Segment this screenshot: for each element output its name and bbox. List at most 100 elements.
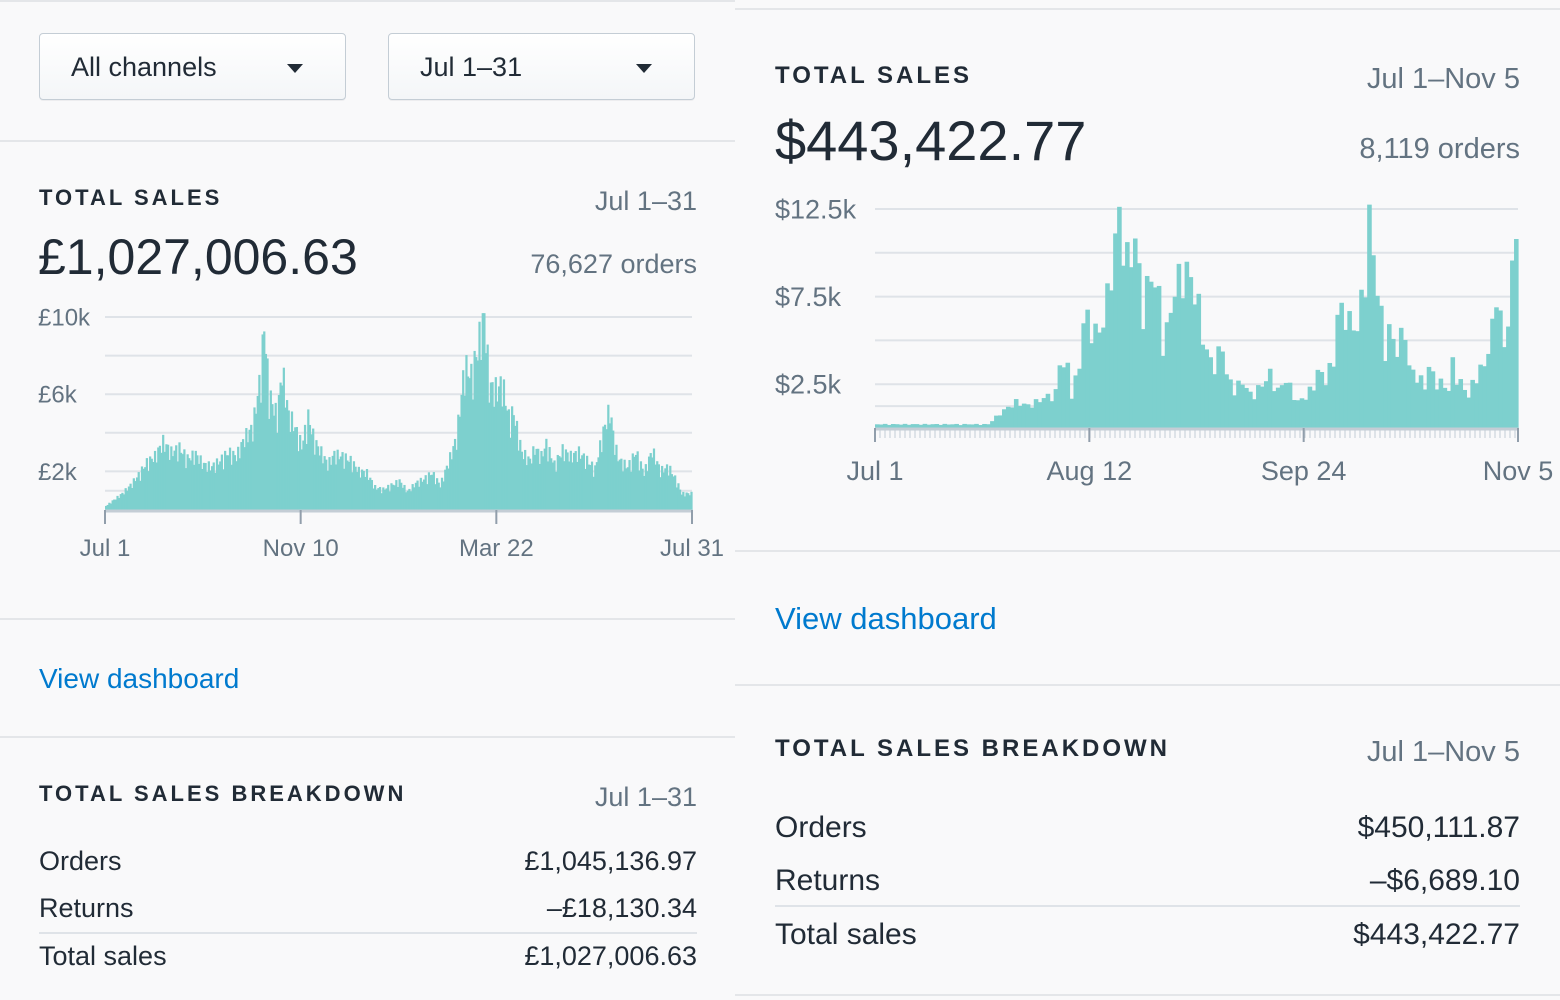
bar [294,427,297,510]
bar [349,455,352,510]
bar [473,350,476,510]
bar [1260,386,1265,428]
bar [966,424,971,428]
bar [1343,329,1348,428]
bar [1172,296,1178,428]
bar [396,487,400,510]
bar [398,479,401,510]
bar [325,459,328,510]
bar [608,423,612,510]
bar [1279,385,1285,428]
bar [282,367,285,510]
bar [253,407,256,510]
bar [419,477,422,510]
channel-dropdown[interactable]: All channels [39,33,346,100]
bar [347,461,351,510]
bar [462,370,465,510]
bar [468,378,471,510]
bar [607,404,610,510]
bar [432,472,435,510]
bar [131,488,134,510]
bar [1323,385,1329,428]
bar [990,421,995,428]
bar [276,432,279,510]
row-label: Returns [775,864,881,897]
bar [610,417,613,510]
bar [1263,381,1269,428]
bar [197,463,201,510]
bar [616,461,620,510]
view-dashboard-link[interactable]: View dashboard [775,601,997,636]
bar [651,457,654,510]
bar [1462,389,1467,428]
bar [685,492,688,510]
bar [194,450,197,510]
period-dropdown[interactable]: Jul 1–31 [388,33,695,100]
bar [259,402,263,510]
bar [346,460,349,510]
bar [113,499,116,510]
bar [232,450,235,510]
bar [180,452,183,510]
bar [132,478,135,510]
row-label: Total sales [39,941,167,971]
bar [1041,398,1047,428]
bar [193,464,196,510]
bar [475,357,478,510]
x-tick-label: Jul 31 [660,535,724,562]
bar-series [105,313,693,510]
bar [1192,304,1198,428]
bar [354,466,357,510]
bar [359,477,362,510]
bar [1510,260,1515,428]
bar [1244,387,1249,428]
bar [1367,204,1372,428]
view-dashboard-link[interactable]: View dashboard [39,663,240,694]
bar [1168,312,1174,428]
bar [370,480,374,510]
divider [0,0,735,2]
bar [483,313,486,510]
bar [1307,386,1313,428]
bar [457,414,460,510]
bar [429,475,432,510]
bar [535,448,538,510]
bar [690,491,693,510]
bar [1359,289,1364,428]
bar [942,423,948,428]
bar [1212,374,1217,428]
bar [657,464,660,510]
bar [210,466,214,510]
bar [411,484,414,510]
bar [145,458,148,510]
bar [974,423,979,428]
bar [530,463,533,510]
bar [665,464,669,510]
bar [127,486,131,510]
bar [258,374,261,510]
bar [170,446,173,510]
bar [440,477,444,510]
bar [272,415,276,510]
x-tick-label: Jul 1 [80,535,131,562]
bar [1085,309,1090,428]
bar [946,424,952,428]
bar [906,424,912,428]
bar [163,451,166,510]
divider [735,8,1560,10]
bar [1311,390,1317,428]
bar [1005,406,1011,428]
row-value: –£18,130.34 [546,893,697,923]
bar [950,424,955,428]
bar [217,464,220,510]
bar [470,363,473,510]
bar [1097,332,1102,428]
bar [493,406,496,510]
bar [1053,389,1059,428]
bar [297,451,300,510]
bar [978,425,983,428]
bar [545,438,548,510]
bar [581,455,584,510]
bar [307,409,310,510]
bar [489,382,493,510]
